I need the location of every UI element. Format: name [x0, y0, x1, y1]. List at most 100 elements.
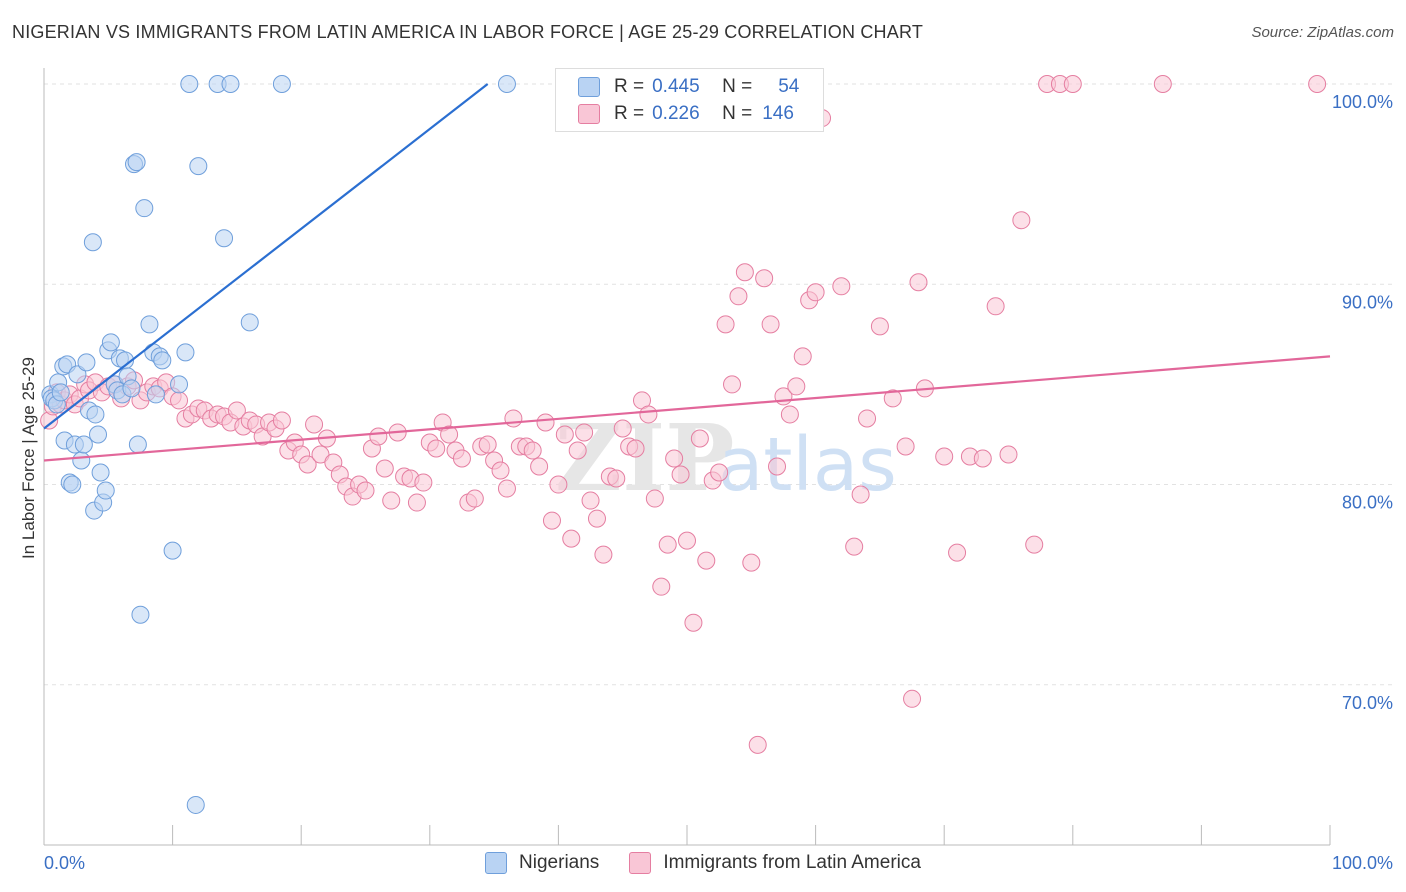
data-point: [298, 455, 317, 474]
data-point: [986, 297, 1005, 316]
data-point: [91, 463, 110, 482]
data-point: [77, 353, 96, 372]
data-point: [465, 489, 484, 508]
data-point: [491, 461, 510, 480]
legend-item-latin-america[interactable]: Immigrants from Latin America: [629, 852, 921, 874]
y-tick-label: 70.0%: [1342, 693, 1393, 713]
data-point: [74, 435, 93, 454]
data-point: [305, 415, 324, 434]
data-point: [581, 491, 600, 510]
data-point: [607, 469, 626, 488]
data-point: [163, 541, 182, 560]
data-point: [806, 283, 825, 302]
data-point: [427, 439, 446, 458]
nigerians-swatch: [578, 77, 600, 97]
data-point: [761, 315, 780, 334]
legend-label-latin-america: Immigrants from Latin America: [663, 852, 921, 873]
data-point: [227, 401, 246, 420]
data-point: [671, 465, 690, 484]
data-point: [146, 385, 165, 404]
axes: [43, 68, 1331, 846]
data-point: [497, 479, 516, 498]
data-point: [832, 277, 851, 296]
data-point: [63, 475, 82, 494]
stats-row-nigerians: R = 0.445 N = 54: [578, 74, 799, 100]
source-label: Source: ZipAtlas.com: [1251, 24, 1394, 41]
y-tick-label: 90.0%: [1342, 292, 1393, 312]
data-point: [587, 509, 606, 528]
data-point: [272, 411, 291, 430]
data-point: [122, 379, 141, 398]
data-point: [215, 229, 234, 248]
data-point: [723, 375, 742, 394]
data-point: [180, 75, 199, 94]
data-point: [1012, 211, 1031, 230]
data-point: [369, 427, 388, 446]
data-point: [497, 75, 516, 94]
data-point: [613, 419, 632, 438]
data-point: [68, 365, 87, 384]
data-point: [186, 795, 205, 814]
data-point: [523, 441, 542, 460]
legend-label-nigerians: Nigerians: [519, 852, 600, 873]
data-point: [594, 545, 613, 564]
chart-title: NIGERIAN VS IMMIGRANTS FROM LATIN AMERIC…: [12, 22, 924, 42]
data-point: [626, 439, 645, 458]
nigerians-legend-swatch: [485, 852, 508, 874]
data-point: [948, 543, 967, 562]
trend-line: [43, 83, 489, 430]
legend-item-nigerians[interactable]: Nigerians: [485, 852, 599, 874]
data-point: [128, 435, 147, 454]
data-point: [935, 447, 954, 466]
data-point: [562, 529, 581, 548]
data-point: [909, 273, 928, 292]
data-point: [787, 377, 806, 396]
y-tick-labels: 70.0% 80.0% 90.0% 100.0%: [1332, 92, 1393, 713]
data-point: [729, 287, 748, 306]
data-point: [883, 389, 902, 408]
data-point: [189, 157, 208, 176]
n-label: N =: [722, 103, 753, 124]
series-nigerians-points: [41, 75, 516, 814]
series-legend: Nigerians Immigrants from Latin America: [0, 852, 1406, 874]
latin-america-n-value: 146: [762, 103, 794, 124]
data-point: [851, 485, 870, 504]
data-point: [639, 405, 658, 424]
data-point: [973, 449, 992, 468]
data-point: [536, 413, 555, 432]
data-point: [127, 153, 146, 172]
watermark-atlas: atlas: [718, 422, 897, 508]
data-point: [793, 347, 812, 366]
data-point: [1153, 75, 1172, 94]
data-point: [768, 457, 787, 476]
n-label: N =: [722, 76, 753, 97]
data-point: [748, 735, 767, 754]
data-point: [999, 445, 1018, 464]
stats-row-latin-america: R = 0.226 N = 146: [578, 101, 794, 127]
nigerians-n-value: 54: [778, 76, 800, 97]
trend-lines: [43, 83, 1331, 462]
data-point: [272, 75, 291, 94]
data-point: [51, 383, 70, 402]
data-point: [735, 263, 754, 282]
data-point: [549, 475, 568, 494]
data-point: [176, 343, 195, 362]
data-point: [542, 511, 561, 530]
data-point: [645, 489, 664, 508]
stats-legend: R = 0.445 N = 54 R = 0.226 N = 146: [555, 68, 824, 132]
data-point: [101, 333, 120, 352]
data-point: [845, 537, 864, 556]
x-tick-labels: 0.0% 100.0%: [44, 853, 1393, 873]
r-label: R =: [614, 76, 645, 97]
data-point: [665, 449, 684, 468]
x-tick-label: 100.0%: [1332, 853, 1393, 873]
data-point: [375, 459, 394, 478]
y-tick-label: 80.0%: [1342, 493, 1393, 513]
data-point: [1063, 75, 1082, 94]
data-point: [311, 445, 330, 464]
data-point: [414, 473, 433, 492]
y-axis-label: In Labor Force | Age 25-29: [19, 357, 38, 559]
data-point: [382, 491, 401, 510]
data-point: [478, 435, 497, 454]
